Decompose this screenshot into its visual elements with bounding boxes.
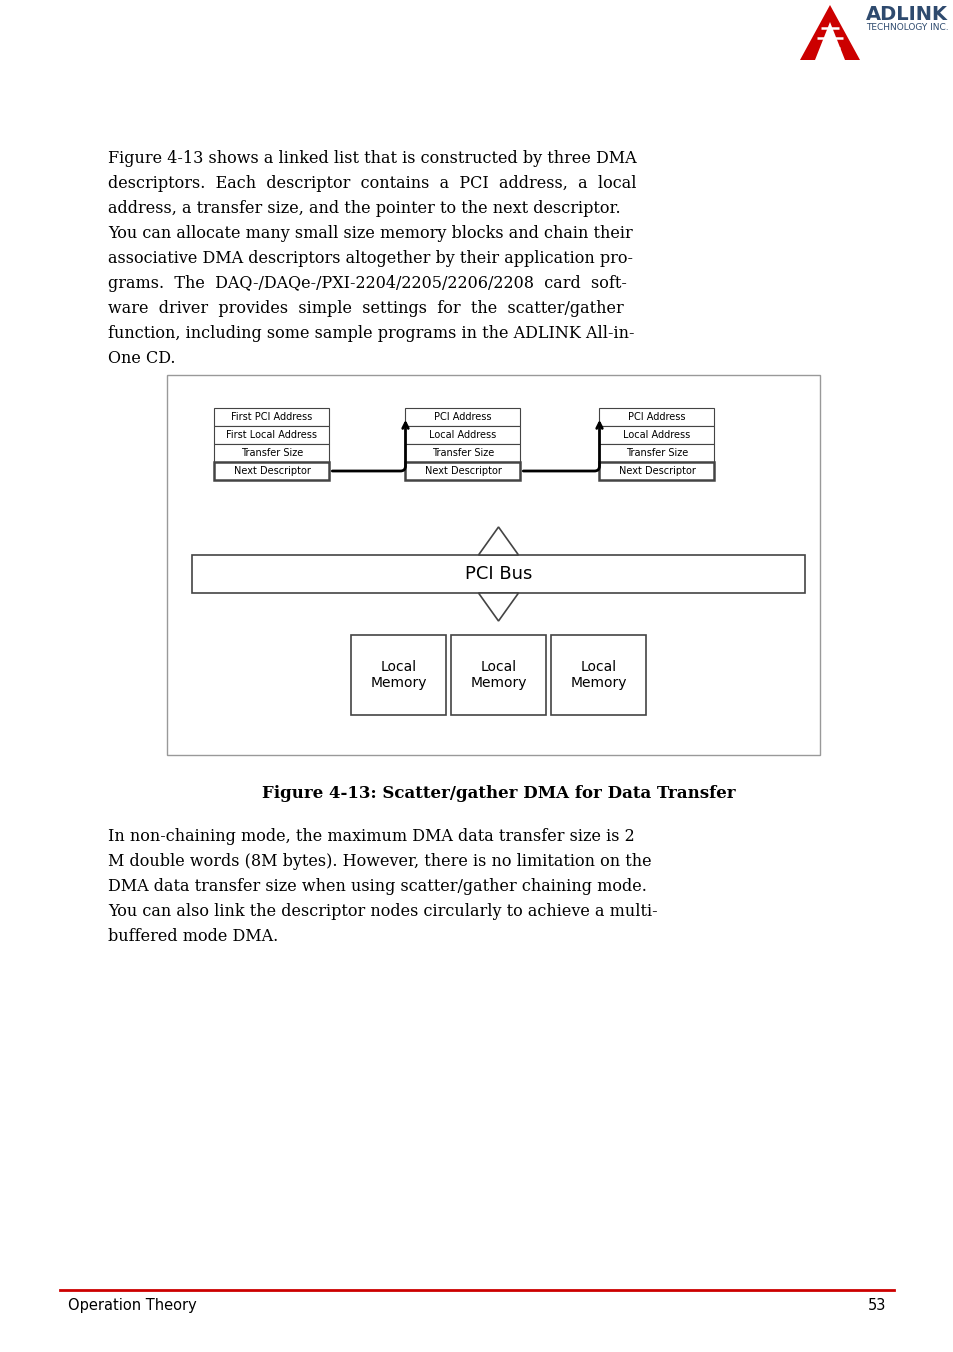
Bar	[405, 443, 520, 462]
Bar	[214, 408, 329, 426]
Bar	[598, 443, 714, 462]
Bar	[214, 443, 329, 462]
Bar	[598, 426, 714, 443]
Text: descriptors.  Each  descriptor  contains  a  PCI  address,  a  local: descriptors. Each descriptor contains a …	[108, 174, 636, 192]
Text: associative DMA descriptors altogether by their application pro-: associative DMA descriptors altogether b…	[108, 250, 633, 266]
Bar	[405, 426, 520, 443]
Text: ADLINK: ADLINK	[865, 5, 947, 24]
Text: grams.  The  DAQ-/DAQe-/PXI-2204/2205/2206/2208  card  soft-: grams. The DAQ-/DAQe-/PXI-2204/2205/2206…	[108, 274, 626, 292]
Bar	[167, 375, 820, 754]
Bar	[405, 408, 520, 426]
Bar	[192, 556, 804, 594]
Bar	[598, 408, 714, 426]
Bar	[451, 635, 545, 715]
Text: address, a transfer size, and the pointer to the next descriptor.: address, a transfer size, and the pointe…	[108, 200, 620, 218]
Text: Local
Memory: Local Memory	[570, 660, 626, 690]
Polygon shape	[478, 527, 518, 556]
Text: PCI Bus: PCI Bus	[464, 565, 532, 583]
Text: Figure 4-13 shows a linked list that is constructed by three DMA: Figure 4-13 shows a linked list that is …	[108, 150, 636, 168]
Bar	[214, 426, 329, 443]
Polygon shape	[478, 594, 518, 621]
Text: Transfer Size: Transfer Size	[625, 448, 687, 458]
Text: Local
Memory: Local Memory	[370, 660, 426, 690]
Text: function, including some sample programs in the ADLINK All-in-: function, including some sample programs…	[108, 324, 634, 342]
Polygon shape	[800, 5, 859, 59]
Text: One CD.: One CD.	[108, 350, 175, 366]
Text: Transfer Size: Transfer Size	[432, 448, 494, 458]
Text: Operation Theory: Operation Theory	[68, 1298, 196, 1313]
Bar	[214, 462, 329, 480]
Text: PCI Address: PCI Address	[628, 412, 685, 422]
Text: Transfer Size: Transfer Size	[240, 448, 303, 458]
Text: You can also link the descriptor nodes circularly to achieve a multi-: You can also link the descriptor nodes c…	[108, 903, 657, 919]
Text: Next Descriptor: Next Descriptor	[233, 466, 310, 476]
Text: TECHNOLOGY INC.: TECHNOLOGY INC.	[865, 23, 947, 32]
Text: First Local Address: First Local Address	[226, 430, 317, 439]
Text: Figure 4-13: Scatter/gather DMA for Data Transfer: Figure 4-13: Scatter/gather DMA for Data…	[261, 786, 735, 802]
Text: 53: 53	[866, 1298, 885, 1313]
Text: M double words (8M bytes). However, there is no limitation on the: M double words (8M bytes). However, ther…	[108, 853, 651, 869]
Text: Next Descriptor: Next Descriptor	[424, 466, 501, 476]
Text: PCI Address: PCI Address	[434, 412, 491, 422]
Text: Next Descriptor: Next Descriptor	[618, 466, 695, 476]
Text: Local Address: Local Address	[622, 430, 690, 439]
Text: First PCI Address: First PCI Address	[232, 412, 313, 422]
Bar	[405, 462, 520, 480]
Bar	[551, 635, 645, 715]
Bar	[598, 462, 714, 480]
Text: In non-chaining mode, the maximum DMA data transfer size is 2: In non-chaining mode, the maximum DMA da…	[108, 827, 634, 845]
Text: You can allocate many small size memory blocks and chain their: You can allocate many small size memory …	[108, 224, 632, 242]
Bar	[351, 635, 446, 715]
Text: Local Address: Local Address	[429, 430, 497, 439]
Text: DMA data transfer size when using scatter/gather chaining mode.: DMA data transfer size when using scatte…	[108, 877, 646, 895]
Text: buffered mode DMA.: buffered mode DMA.	[108, 927, 278, 945]
Text: Local
Memory: Local Memory	[470, 660, 526, 690]
Text: ware  driver  provides  simple  settings  for  the  scatter/gather: ware driver provides simple settings for…	[108, 300, 623, 316]
